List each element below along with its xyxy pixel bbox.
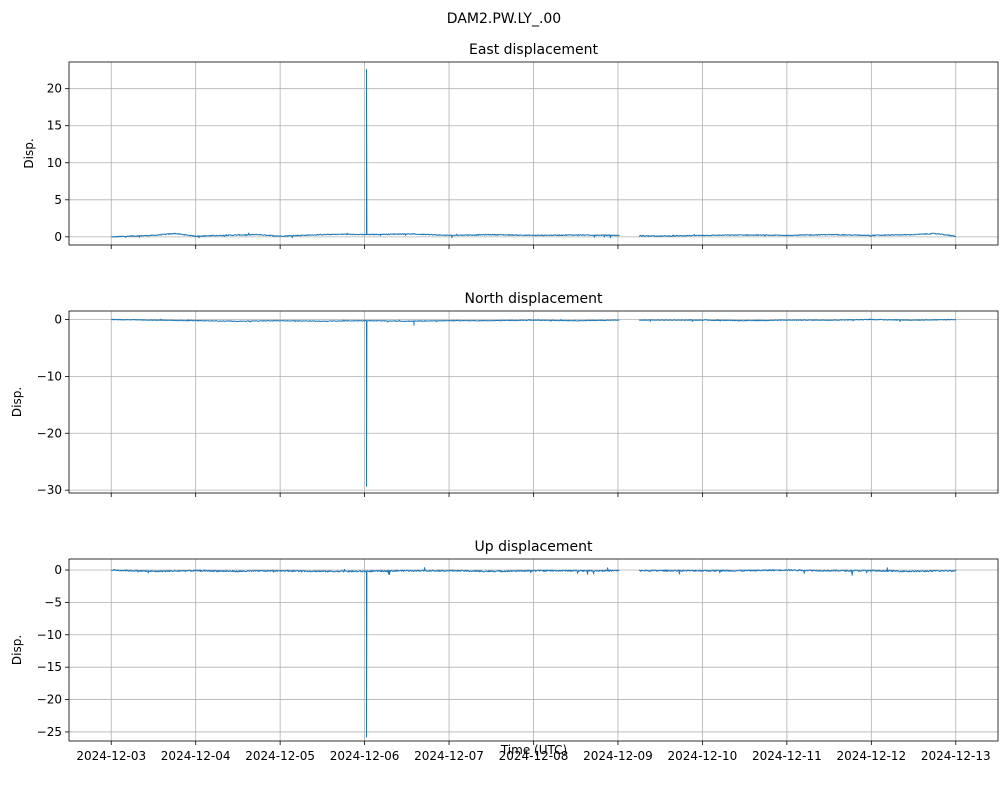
x-axis-label: Time (UTC)	[500, 743, 567, 757]
x-tick-label: 2024-12-07	[414, 749, 484, 763]
y-tick-label: 15	[47, 119, 62, 133]
y-axis-label: Disp.	[10, 387, 24, 417]
figure-suptitle: DAM2.PW.LY_.00	[447, 11, 561, 27]
x-tick-label: 2024-12-03	[76, 749, 146, 763]
y-tick-label: −5	[44, 595, 62, 609]
y-tick-label: −10	[37, 628, 62, 642]
panel-1: East displacement 0 5 10 15 20 Disp.	[22, 42, 999, 249]
y-axis-label: Disp.	[22, 138, 36, 168]
y-tick-label: 0	[54, 313, 62, 327]
x-tick-label: 2024-12-08	[499, 749, 569, 763]
x-tick-label: 2024-12-13	[921, 749, 991, 763]
y-tick-label: −20	[37, 693, 62, 707]
panel-title: North displacement	[465, 291, 603, 307]
y-axis-label: Disp.	[10, 635, 24, 665]
panel-title: East displacement	[469, 42, 599, 58]
y-tick-label: 5	[54, 193, 62, 207]
x-tick-label: 2024-12-09	[583, 749, 653, 763]
axes-frame	[68, 310, 999, 494]
axes-frame	[68, 558, 999, 742]
series-line	[110, 567, 957, 738]
x-tick-label: 2024-12-12	[836, 749, 906, 763]
y-tick-label: −15	[37, 660, 62, 674]
panel-2: North displacement 0 −10 −20 −30 Disp.	[10, 291, 999, 497]
panel-3: Up displacement 2024-12-03 2024-12-04 2024-…	[10, 539, 999, 763]
y-tick-label: −20	[37, 426, 62, 440]
y-tick-label: −30	[37, 483, 62, 497]
x-tick-label: 2024-12-06	[330, 749, 400, 763]
axes-frame	[68, 61, 999, 246]
x-tick-label: 2024-12-04	[161, 749, 231, 763]
x-tick-label: 2024-12-11	[752, 749, 822, 763]
y-tick-label: 10	[47, 156, 62, 170]
y-tick-label: 0	[54, 563, 62, 577]
y-tick-label: 20	[47, 82, 62, 96]
y-tick-label: −25	[37, 725, 62, 739]
series-line	[110, 318, 956, 487]
series-line	[111, 68, 957, 239]
y-tick-label: 0	[54, 230, 62, 244]
panel-title: Up displacement	[475, 539, 593, 555]
x-tick-label: 2024-12-10	[668, 749, 738, 763]
x-tick-label: 2024-12-05	[245, 749, 315, 763]
y-tick-label: −10	[37, 369, 62, 383]
